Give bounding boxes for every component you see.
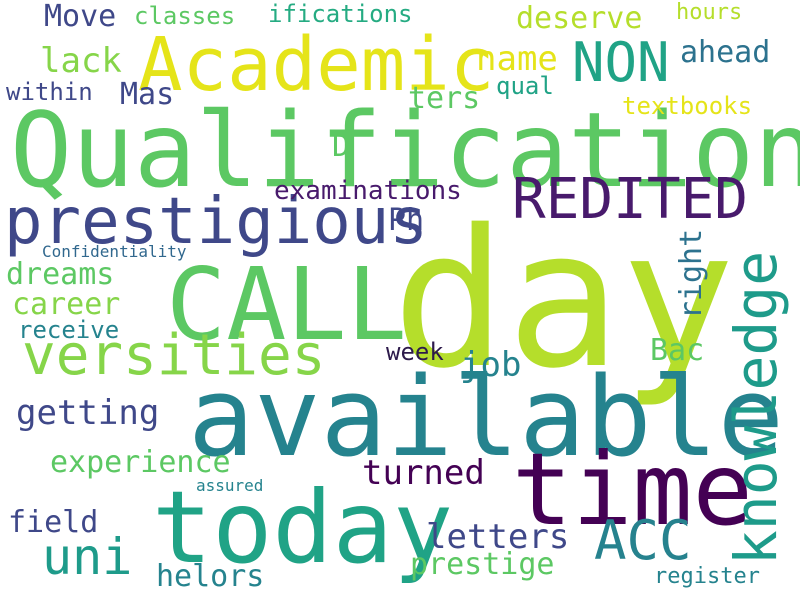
word-call: CALL bbox=[166, 246, 407, 363]
word-prestigious: prestigious bbox=[4, 185, 428, 259]
word-ifications: ifications bbox=[268, 0, 413, 28]
word-career: career bbox=[12, 287, 121, 322]
word-within: within bbox=[6, 78, 93, 106]
word-field: field bbox=[8, 505, 99, 540]
word-knowledge: knowledge bbox=[722, 250, 790, 566]
word-letters: letters bbox=[426, 517, 570, 557]
word-deserve: deserve bbox=[516, 1, 643, 36]
word-redited: REDITED bbox=[512, 167, 749, 232]
word-getting: getting bbox=[16, 393, 160, 433]
word-confidentiality: Confidentiality bbox=[42, 242, 187, 261]
word-textbooks: textbooks bbox=[622, 92, 753, 120]
word-assured: assured bbox=[196, 476, 264, 495]
word-non: NON bbox=[572, 31, 670, 94]
word-turned: turned bbox=[362, 453, 485, 493]
word-day: day bbox=[392, 189, 736, 410]
word-ters: ters bbox=[408, 81, 481, 116]
word-prestige: prestige bbox=[410, 547, 555, 582]
word-name: name bbox=[476, 39, 558, 79]
word-helors: helors bbox=[156, 559, 265, 594]
word-qual: qual bbox=[496, 72, 554, 100]
word-qualifications: Qualifications bbox=[10, 91, 800, 211]
word-available: available bbox=[188, 353, 785, 481]
word-ahead: ahead bbox=[680, 35, 771, 70]
word-time: time bbox=[512, 431, 753, 548]
word-experience: experience bbox=[50, 445, 231, 480]
word-examinations: examinations bbox=[274, 176, 462, 206]
word-dreams: dreams bbox=[6, 257, 115, 292]
word-register: register bbox=[654, 564, 760, 589]
word-move: Move bbox=[44, 0, 117, 34]
word-bac: Bac bbox=[650, 333, 705, 368]
word-academic: Academic bbox=[138, 22, 495, 108]
word-d: D bbox=[332, 129, 351, 164]
word-versities: versities bbox=[22, 323, 326, 388]
word-job: job bbox=[460, 345, 522, 385]
word-today: today bbox=[152, 469, 454, 586]
word-hours: hours bbox=[676, 0, 743, 25]
word-lack: lack bbox=[40, 41, 122, 81]
word-classes: classes bbox=[134, 2, 236, 30]
word-ph: Ph bbox=[388, 203, 425, 238]
word-receive: receive bbox=[18, 316, 120, 344]
word-right: right bbox=[674, 228, 709, 320]
word-acc: ACC bbox=[594, 509, 692, 572]
word-uni: uni bbox=[42, 528, 133, 586]
word-mas: Mas bbox=[120, 77, 175, 112]
word-week: week bbox=[386, 338, 444, 366]
